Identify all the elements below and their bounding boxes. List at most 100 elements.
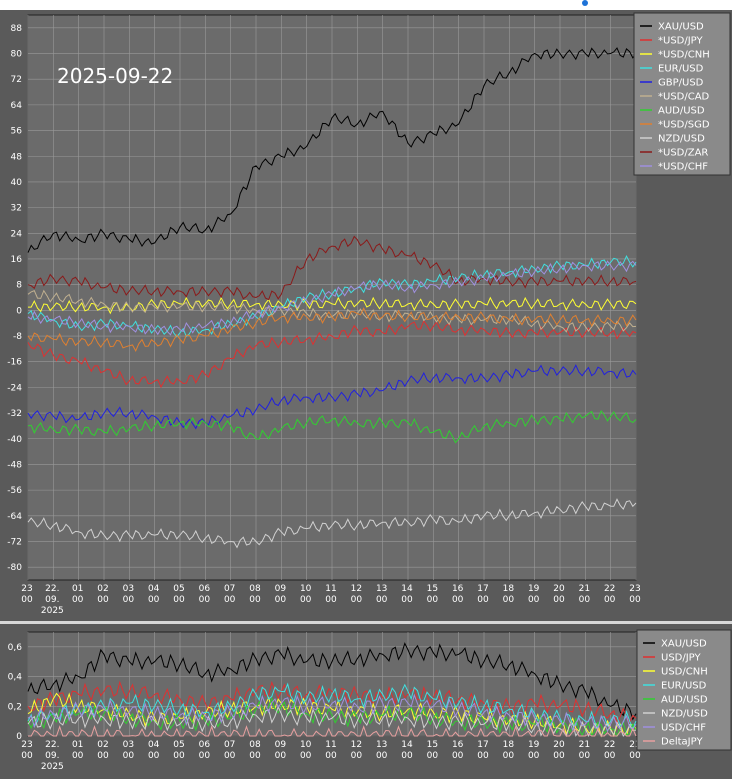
upper-x-tick-label: 00	[579, 595, 591, 605]
upper-y-tick-label: -80	[7, 563, 22, 573]
lower-x-tick-label: 00	[376, 751, 388, 761]
upper-y-tick-label: -72	[7, 537, 22, 547]
lower-x-tick-label: 11	[325, 740, 336, 750]
lower-x-tick-label: 05	[173, 740, 184, 750]
upper-x-tick-label: 00	[123, 595, 135, 605]
upper-x-tick-label: 20	[553, 584, 565, 594]
lower-legend-entry: NZD/USD	[661, 709, 708, 720]
lower-legend-box	[636, 629, 732, 751]
lower-chart-svg: 230022.09.202501000200030004000500060007…	[8, 629, 732, 772]
upper-y-tick-label: 72	[11, 75, 22, 85]
upper-x-tick-label: 15	[427, 584, 438, 594]
upper-series-line-usd-zar	[27, 235, 637, 301]
upper-x-tick-label: 09	[275, 584, 287, 594]
upper-x-tick-label: 22.	[45, 584, 59, 594]
upper-x-tick-label: 09.	[45, 595, 59, 605]
lower-x-tick-year: 2025	[41, 762, 64, 772]
upper-y-tick-label: -8	[13, 332, 22, 342]
lower-x-tick-label: 00	[579, 751, 591, 761]
lower-x-tick-label: 00	[72, 751, 84, 761]
upper-x-tick-label: 00	[325, 595, 337, 605]
upper-x-tick-label: 00	[275, 595, 287, 605]
upper-x-tick-label: 11	[325, 584, 336, 594]
upper-series-line-gbp-usd	[27, 364, 637, 430]
upper-x-tick-label: 16	[452, 584, 464, 594]
upper-x-tick-label: 00	[224, 595, 236, 605]
upper-x-tick-label: 12	[351, 584, 362, 594]
upper-x-tick-label: 04	[148, 584, 160, 594]
scroll-position-marker[interactable]	[582, 0, 588, 6]
panel-divider[interactable]	[0, 621, 732, 624]
lower-x-tick-label: 00	[249, 751, 261, 761]
upper-x-tick-label: 00	[173, 595, 185, 605]
lower-series-line-xau-usd	[27, 642, 637, 721]
lower-x-tick-label: 00	[528, 751, 540, 761]
upper-x-tick-label: 00	[351, 595, 363, 605]
upper-legend-entry: EUR/USD	[658, 64, 704, 75]
upper-x-tick-label: 18	[503, 584, 515, 594]
upper-x-tick-label: 00	[148, 595, 160, 605]
lower-series-line-aud-usd	[27, 696, 637, 738]
upper-x-tick-label: 00	[97, 595, 109, 605]
upper-x-tick-label: 00	[477, 595, 489, 605]
upper-x-tick-label: 02	[97, 584, 108, 594]
lower-x-tick-label: 00	[173, 751, 185, 761]
upper-y-tick-label: -64	[7, 512, 22, 522]
lower-x-tick-label: 08	[249, 740, 261, 750]
lower-y-tick-label: 0	[16, 732, 22, 742]
upper-x-tick-label: 00	[199, 595, 211, 605]
lower-legend-entry: USD/JPY	[661, 653, 701, 664]
date-label: 2025-09-22	[57, 64, 173, 88]
lower-legend-entry: USD/CNH	[661, 667, 708, 678]
lower-x-tick-label: 23	[21, 740, 32, 750]
lower-x-tick-label: 00	[300, 751, 312, 761]
lower-x-tick-label: 00	[325, 751, 337, 761]
upper-x-tick-label: 06	[199, 584, 211, 594]
upper-y-tick-label: -32	[7, 409, 22, 419]
upper-legend-entry: NZD/USD	[658, 134, 705, 145]
upper-series-line-usd-sgd	[27, 307, 637, 353]
upper-x-tick-label: 00	[376, 595, 388, 605]
lower-series-line-deltajpy	[28, 725, 637, 737]
upper-series-line-usd-jpy	[27, 319, 637, 389]
upper-x-tick-label: 17	[477, 584, 488, 594]
lower-x-tick-label: 23	[629, 740, 640, 750]
upper-x-tick-label: 00	[401, 595, 413, 605]
upper-y-tick-label: 24	[11, 229, 23, 239]
lower-chart-panel: 23 00 22. 09. 2025 01 00 02 00 03 00 04 00 05 00 06 00 07…	[0, 624, 732, 779]
upper-legend-entry: GBP/USD	[658, 78, 704, 89]
lower-x-tick-label: 00	[604, 751, 616, 761]
upper-y-tick-label: -40	[7, 435, 22, 445]
upper-x-tick-label: 00	[300, 595, 312, 605]
upper-x-tick-label: 00	[427, 595, 439, 605]
upper-x-tick-label: 01	[72, 584, 83, 594]
upper-x-tick-label: 00	[249, 595, 261, 605]
upper-x-tick-label: 21	[579, 584, 590, 594]
upper-legend-entry: *USD/CHF	[658, 162, 708, 173]
lower-legend-entry: XAU/USD	[661, 639, 707, 650]
lower-series-line-nzd-usd	[27, 705, 637, 738]
lower-legend-entry: DeltaJPY	[661, 737, 703, 748]
lower-legend-entry: AUD/USD	[661, 695, 708, 706]
upper-chart-panel: 23 00 22. 09. 2025 01 00 02 00 03 00 04 00 05 00 06 00 07…	[0, 10, 732, 621]
lower-series-line-usd-chf	[27, 693, 637, 733]
lower-x-tick-label: 19	[528, 740, 540, 750]
lower-x-tick-label: 00	[452, 751, 464, 761]
lower-x-tick-label: 20	[553, 740, 565, 750]
upper-y-tick-label: 88	[11, 24, 23, 34]
upper-x-tick-label: 13	[376, 584, 387, 594]
lower-x-tick-label: 00	[427, 751, 439, 761]
upper-x-tick-label: 00	[72, 595, 84, 605]
upper-x-tick-label: 03	[123, 584, 134, 594]
upper-y-tick-label: 0	[16, 306, 22, 316]
lower-x-tick-label: 12	[351, 740, 362, 750]
upper-x-tick-label: 05	[173, 584, 184, 594]
lower-x-tick-label: 00	[275, 751, 287, 761]
upper-x-tick-label: 07	[224, 584, 235, 594]
lower-x-tick-label: 13	[376, 740, 387, 750]
upper-x-tick-label: 00	[528, 595, 540, 605]
upper-x-tick-label: 00	[21, 595, 33, 605]
upper-legend-entry: *USD/CAD	[658, 92, 710, 103]
upper-series-line-aud-usd	[27, 409, 637, 444]
upper-y-tick-label: -48	[7, 460, 22, 470]
